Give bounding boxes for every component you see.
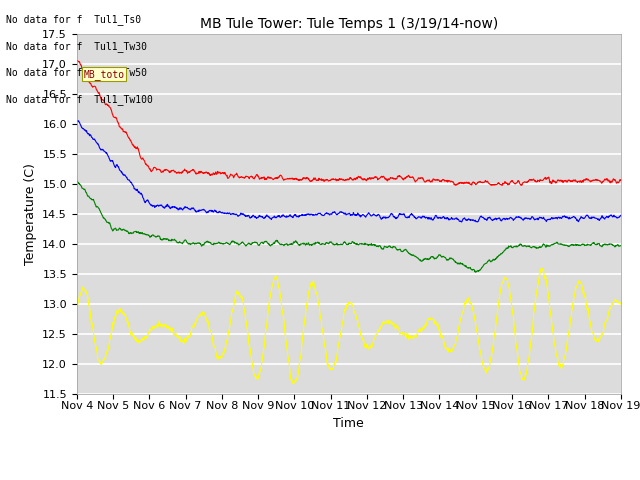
- Text: No data for f  Tul1_Ts0: No data for f Tul1_Ts0: [6, 14, 141, 25]
- Legend: Tul1_Ts-32, Tul1_Ts-16, Tul1_Ts-8, Tul1_Tw+10: Tul1_Ts-32, Tul1_Ts-16, Tul1_Ts-8, Tul1_…: [144, 479, 554, 480]
- Title: MB Tule Tower: Tule Temps 1 (3/19/14-now): MB Tule Tower: Tule Temps 1 (3/19/14-now…: [200, 17, 498, 31]
- Text: MB_toto: MB_toto: [83, 69, 124, 80]
- Y-axis label: Temperature (C): Temperature (C): [24, 163, 36, 264]
- Text: No data for f  Tul1_Tw30: No data for f Tul1_Tw30: [6, 41, 147, 52]
- Text: No data for f  Tul1_Tw100: No data for f Tul1_Tw100: [6, 94, 153, 105]
- Text: No data for f  Tul1_Tw50: No data for f Tul1_Tw50: [6, 67, 147, 78]
- X-axis label: Time: Time: [333, 417, 364, 430]
